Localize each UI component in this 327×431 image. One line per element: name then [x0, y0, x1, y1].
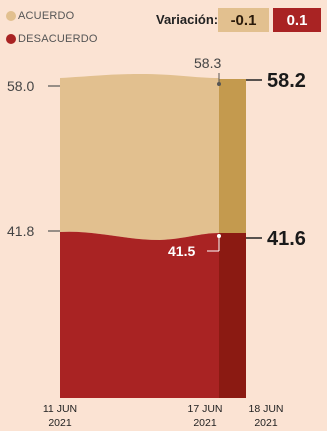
- label-end-acuerdo: 58.2: [267, 70, 306, 92]
- legend-swatch-acuerdo: [6, 11, 16, 21]
- legend-swatch-desacuerdo: [6, 34, 16, 44]
- date-label-2-year: 2021: [193, 417, 217, 429]
- date-label-2-day: 17 JUN: [187, 403, 222, 415]
- date-label-1-day: 11 JUN: [43, 403, 77, 415]
- variation-acuerdo-value: -0.1: [230, 11, 257, 29]
- label-start-desacuerdo: 41.8: [7, 223, 34, 239]
- legend-label-acuerdo: ACUERDO: [18, 10, 75, 22]
- legend-item-desacuerdo: DESACUERDO: [6, 33, 98, 45]
- variation-acuerdo-badge: -0.1: [218, 8, 269, 32]
- date-label-3-year: 2021: [254, 417, 278, 429]
- marker-mid-desacuerdo: [217, 234, 221, 238]
- area-desacuerdo: [60, 231, 219, 398]
- label-end-desacuerdo: 41.6: [267, 228, 306, 250]
- legend-item-acuerdo: ACUERDO: [6, 10, 74, 22]
- date-label-1-year: 2021: [48, 417, 72, 429]
- label-mid-desacuerdo: 41.5: [168, 243, 195, 259]
- variation-label: Variación:: [156, 12, 219, 27]
- label-mid-acuerdo: 58.3: [194, 55, 221, 71]
- variation-desacuerdo-value: 0.1: [286, 11, 308, 29]
- area-acuerdo-last: [219, 79, 246, 233]
- legend-label-desacuerdo: DESACUERDO: [18, 33, 98, 45]
- date-label-3-day: 18 JUN: [248, 403, 283, 415]
- label-start-acuerdo: 58.0: [7, 78, 34, 94]
- marker-mid-acuerdo: [217, 82, 221, 86]
- area-acuerdo: [60, 74, 219, 240]
- area-desacuerdo-last: [219, 233, 246, 398]
- variation-desacuerdo-badge: 0.1: [273, 8, 321, 32]
